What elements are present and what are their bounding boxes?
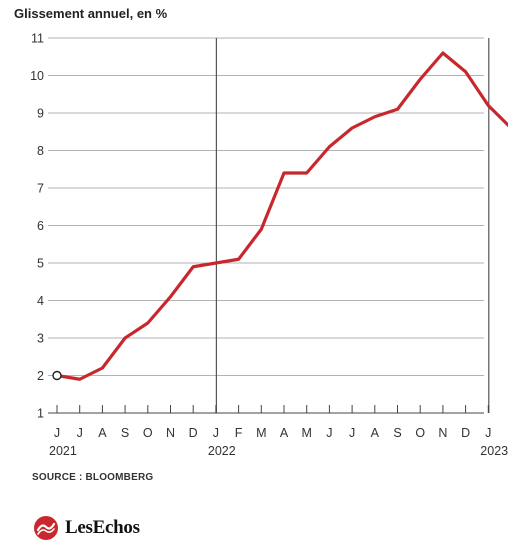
y-tick-label: 1 bbox=[37, 407, 44, 421]
y-tick-label: 11 bbox=[31, 32, 44, 46]
chart-subtitle: Glissement annuel, en % bbox=[14, 6, 168, 21]
x-tick-label: O bbox=[143, 426, 153, 440]
y-tick-label: 7 bbox=[37, 182, 44, 196]
year-label: 2021 bbox=[49, 444, 77, 458]
y-tick-label: 3 bbox=[37, 332, 44, 346]
x-tick-label: J bbox=[77, 426, 83, 440]
year-label: 2023 bbox=[480, 444, 508, 458]
y-tick-labels: 1 2 3 4 5 6 7 8 9 10 11 bbox=[30, 32, 44, 421]
x-axis: JJASONDJFMAMJJASONDJFMA202120222023 bbox=[49, 405, 508, 458]
x-tick-label: M bbox=[301, 426, 311, 440]
les-echos-emblem-icon bbox=[34, 516, 58, 540]
x-tick-label: J bbox=[485, 426, 491, 440]
x-tick-label: A bbox=[98, 426, 107, 440]
x-tick-label: J bbox=[326, 426, 332, 440]
x-tick-label: S bbox=[393, 426, 401, 440]
year-label: 2022 bbox=[208, 444, 236, 458]
x-tick-label: M bbox=[256, 426, 266, 440]
x-tick-label: F bbox=[235, 426, 243, 440]
x-tick-label: S bbox=[121, 426, 129, 440]
x-tick-label: A bbox=[280, 426, 289, 440]
x-tick-label: A bbox=[371, 426, 380, 440]
y-tick-label: 9 bbox=[37, 107, 44, 121]
year-separators bbox=[215, 38, 490, 413]
x-tick-label: J bbox=[54, 426, 60, 440]
y-tick-label: 6 bbox=[37, 219, 44, 233]
brand-logo: LesEchos bbox=[33, 514, 140, 542]
x-tick-label: N bbox=[438, 426, 447, 440]
x-tick-label: J bbox=[213, 426, 219, 440]
x-tick-label: N bbox=[166, 426, 175, 440]
x-tick-label: O bbox=[415, 426, 425, 440]
y-tick-label: 2 bbox=[37, 369, 44, 383]
x-tick-label: J bbox=[349, 426, 355, 440]
start-point-marker bbox=[52, 370, 62, 381]
source-note: SOURCE : BLOOMBERG bbox=[32, 472, 154, 483]
data-line bbox=[55, 51, 508, 381]
x-tick-label: D bbox=[189, 426, 198, 440]
y-tick-label: 10 bbox=[30, 69, 44, 83]
x-tick-label: D bbox=[461, 426, 470, 440]
y-tick-label: 5 bbox=[37, 257, 44, 271]
series-line bbox=[52, 51, 508, 381]
y-tick-label: 8 bbox=[37, 144, 44, 158]
gridlines bbox=[48, 37, 484, 414]
y-tick-label: 4 bbox=[37, 294, 44, 308]
brand-name: LesEchos bbox=[65, 517, 140, 538]
